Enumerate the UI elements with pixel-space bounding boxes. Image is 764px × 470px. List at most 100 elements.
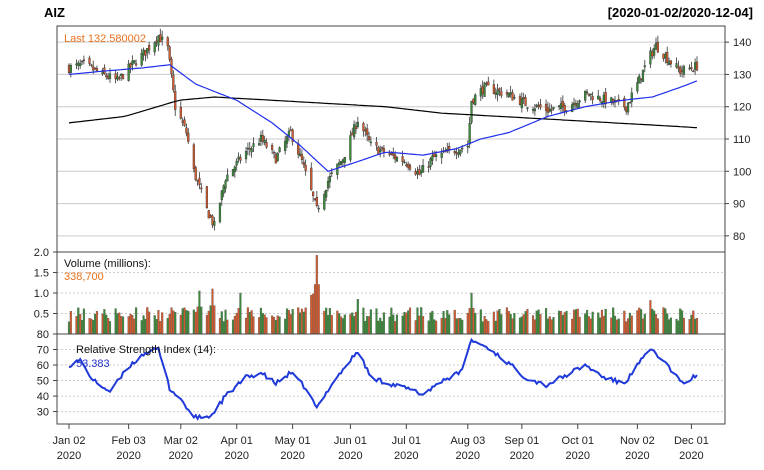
candle-body [587,93,591,96]
volume-bar [466,312,469,335]
candle-body [470,100,473,123]
candle-body [140,52,143,66]
volume-bar [643,313,646,335]
volume-bar [261,313,264,335]
moving-averages [68,64,698,172]
volume-bar [457,318,460,335]
x-tick-year: 2020 [394,450,418,462]
volume-bar [602,315,605,335]
volume-bar [414,320,417,335]
candle-body [679,67,682,74]
candle-body [643,65,646,68]
candle-body [220,190,223,201]
x-tick-year: 2020 [57,450,81,462]
candle-body [656,41,659,53]
volume-bar [584,313,587,335]
volume-bar [354,311,358,335]
candle-body [146,47,149,53]
volume-bar [641,318,645,335]
volume-bar [539,314,542,335]
candle-body [224,180,227,189]
candle-body [328,176,331,183]
volume-bars [67,255,699,335]
volume-bar [315,255,318,335]
volume-bar [531,315,535,335]
candle-body [367,136,371,141]
candle-body [369,141,372,144]
volume-bar [272,316,276,335]
candle-body [246,147,250,150]
candle-body [474,94,477,105]
volume-bar [587,316,590,335]
volume-bar [198,290,201,335]
volume-bar [284,318,287,335]
price-y-axis: 80 90 100 110 120 130 140 [725,37,751,243]
x-tick-label: Apr 01 [221,435,253,447]
volume-bar [427,320,430,335]
volume-bar [651,308,654,335]
x-tick-label: Mar 02 [164,435,198,447]
volume-bar [168,314,171,335]
volume-bar [537,309,540,335]
volume-bar [310,294,313,335]
candle-body [407,163,410,168]
volume-bar [340,316,343,335]
candle-body [421,165,425,173]
volume-bar [211,288,214,335]
volume-bar [442,311,445,335]
candle-body [692,70,695,73]
volume-bar [265,317,268,335]
volume-bar [276,315,279,335]
candle-body [276,153,279,161]
candle-body [675,63,678,68]
candle-body [77,62,80,66]
candle-body [161,36,164,40]
volume-bar [330,314,333,335]
volume-bar [509,313,512,335]
volume-bar [127,316,130,335]
candle-body [148,44,151,51]
volume-bar [444,318,447,335]
volume-bar [246,307,249,335]
rsi-y-axis: 30 40 50 60 70 80 [37,329,57,419]
volume-bar [626,318,630,335]
candle-body [259,134,263,142]
candle-body [196,179,199,182]
candle-body [669,60,673,65]
volume-bar [174,311,177,335]
price-y-tick-label: 100 [733,166,751,178]
volume-bar [118,312,121,335]
volume-bar [142,315,145,335]
candle-body [571,104,574,113]
volume-bar [135,307,138,335]
x-tick-year: 2020 [625,450,649,462]
volume-bar [367,316,371,335]
candle-body [639,78,643,81]
volume-bar [405,312,408,335]
volume-bar [144,318,147,335]
candle-body [418,169,421,175]
candle-body [546,107,550,113]
volume-bar [548,316,551,335]
volume-bar [120,316,123,335]
volume-bar [526,308,529,335]
candle-body [302,162,305,165]
candle-body [403,161,406,164]
volume-bar [140,320,143,335]
x-tick-year: 2020 [280,450,304,462]
volume-bar [69,310,72,335]
volume-bar [653,310,656,335]
volume-bar [483,316,486,335]
x-tick-year: 2020 [224,450,248,462]
rsi-line [68,337,698,421]
volume-bar [250,310,253,335]
volume-bar [681,310,684,335]
candle-body [205,186,209,209]
volume-bar [108,321,112,335]
volume-bar [207,310,210,335]
volume-bar [196,306,199,335]
volume-bar [561,314,564,335]
candle-body [694,62,697,70]
candle-body [628,102,632,104]
candle-body [108,73,112,79]
